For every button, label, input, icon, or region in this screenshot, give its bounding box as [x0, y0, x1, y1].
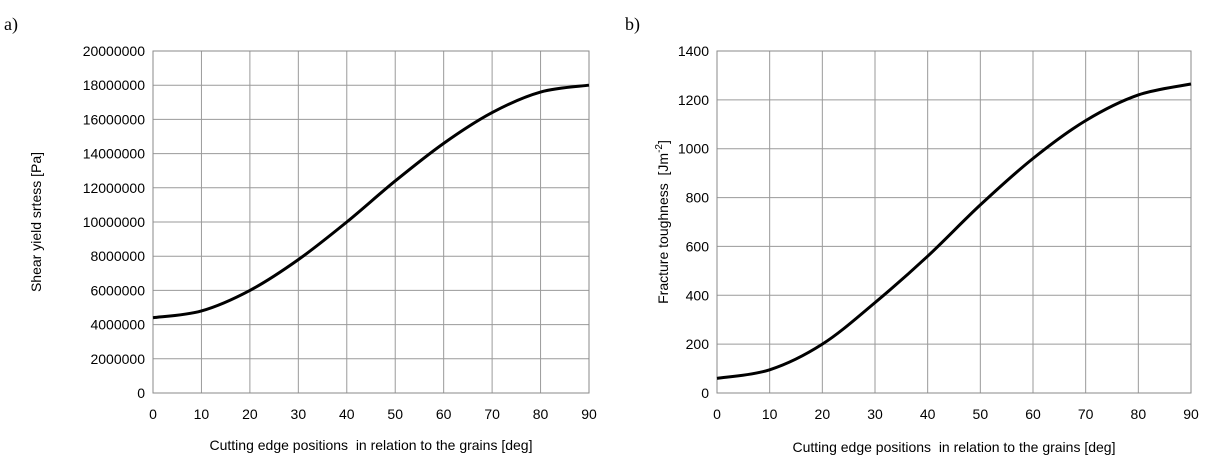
chart-b-x-tick-label: 40	[920, 406, 936, 422]
chart-a-series-line	[152, 83, 590, 320]
chart-b-y-axis-title: Fracture toughness [Jm-2]	[654, 140, 671, 304]
chart-b-x-tick-label: 90	[1183, 406, 1199, 422]
panel-label-a: a)	[4, 14, 18, 35]
chart-a-x-tick-label: 40	[339, 406, 355, 422]
chart-b-x-axis-title: Cutting edge positions in relation to th…	[793, 439, 1116, 455]
chart-b: b) 0 200 400 600 800 1000 1200 1400 0 10 20 30 40 50…	[625, 14, 1199, 455]
chart-a-x-tick-labels: 0 10 20 30 40 50 60 70 80 90	[149, 406, 597, 422]
chart-b-x-tick-label: 80	[1131, 406, 1147, 422]
chart-a-y-tick-labels: 0 2000000 4000000 6000000 8000000 10000000 120…	[83, 43, 146, 401]
chart-b-x-tick-labels: 0 10 20 30 40 50 60 70 80 90	[713, 406, 1199, 422]
chart-a-y-axis-title: Shear yield srtess [Pa]	[28, 152, 44, 292]
chart-a-x-axis-title: Cutting edge positions in relation to th…	[210, 437, 533, 453]
chart-a-y-tick-label: 18000000	[83, 77, 146, 93]
chart-a-x-tick-label: 10	[194, 406, 210, 422]
chart-a-x-tick-label: 60	[436, 406, 452, 422]
chart-b-x-tick-label: 30	[867, 406, 883, 422]
chart-b-x-tick-label: 70	[1078, 406, 1094, 422]
chart-a-y-tick-label: 20000000	[83, 43, 146, 59]
chart-b-y-tick-label: 400	[686, 287, 710, 303]
chart-b-plot-area	[716, 50, 1192, 394]
chart-a-x-tick-label: 20	[242, 406, 258, 422]
chart-b-x-tick-label: 50	[973, 406, 989, 422]
chart-b-y-tick-label: 1400	[678, 43, 709, 59]
chart-b-y-tick-label: 200	[686, 336, 710, 352]
chart-b-x-tick-label: 0	[713, 406, 721, 422]
chart-b-y-tick-label: 1200	[678, 92, 709, 108]
chart-b-x-tick-label: 60	[1025, 406, 1041, 422]
chart-a-y-tick-label: 14000000	[83, 146, 146, 162]
chart-a-y-tick-label: 2000000	[90, 351, 145, 367]
chart-a-y-tick-label: 8000000	[90, 248, 145, 264]
chart-b-x-tick-label: 10	[762, 406, 778, 422]
chart-a-y-tick-label: 4000000	[90, 317, 145, 333]
chart-b-y-axis-title-main: Fracture toughness [Jm	[655, 153, 671, 304]
chart-a-grid	[152, 50, 590, 394]
chart-a-x-tick-label: 50	[387, 406, 403, 422]
chart-b-y-tick-label: 800	[686, 190, 710, 206]
chart-a-plot-area	[152, 50, 590, 394]
chart-b-y-tick-labels: 0 200 400 600 800 1000 1200 1400	[678, 43, 709, 401]
chart-a-y-tick-label: 12000000	[83, 180, 146, 196]
chart-a-x-tick-label: 90	[581, 406, 597, 422]
chart-a-y-tick-label: 16000000	[83, 111, 146, 127]
chart-b-x-tick-label: 20	[815, 406, 831, 422]
chart-b-y-tick-label: 1000	[678, 141, 709, 157]
chart-a-x-tick-label: 30	[291, 406, 307, 422]
chart-b-y-axis-title-sup: -2	[654, 144, 665, 153]
chart-b-y-axis-title-end: ]	[655, 140, 671, 144]
chart-b-y-tick-label: 0	[701, 385, 709, 401]
chart-b-y-tick-label: 600	[686, 238, 710, 254]
chart-a-x-tick-label: 0	[149, 406, 157, 422]
chart-a-x-tick-label: 70	[484, 406, 500, 422]
chart-a: a) 0 2000000 4000000 6000000 8000000 10000000…	[4, 14, 597, 453]
chart-a-y-tick-label: 10000000	[83, 214, 146, 230]
chart-a-y-tick-label: 6000000	[90, 282, 145, 298]
chart-a-x-tick-label: 80	[533, 406, 549, 422]
chart-b-series-line	[716, 82, 1192, 380]
panel-label-b: b)	[625, 14, 640, 35]
chart-a-y-tick-label: 0	[137, 385, 145, 401]
